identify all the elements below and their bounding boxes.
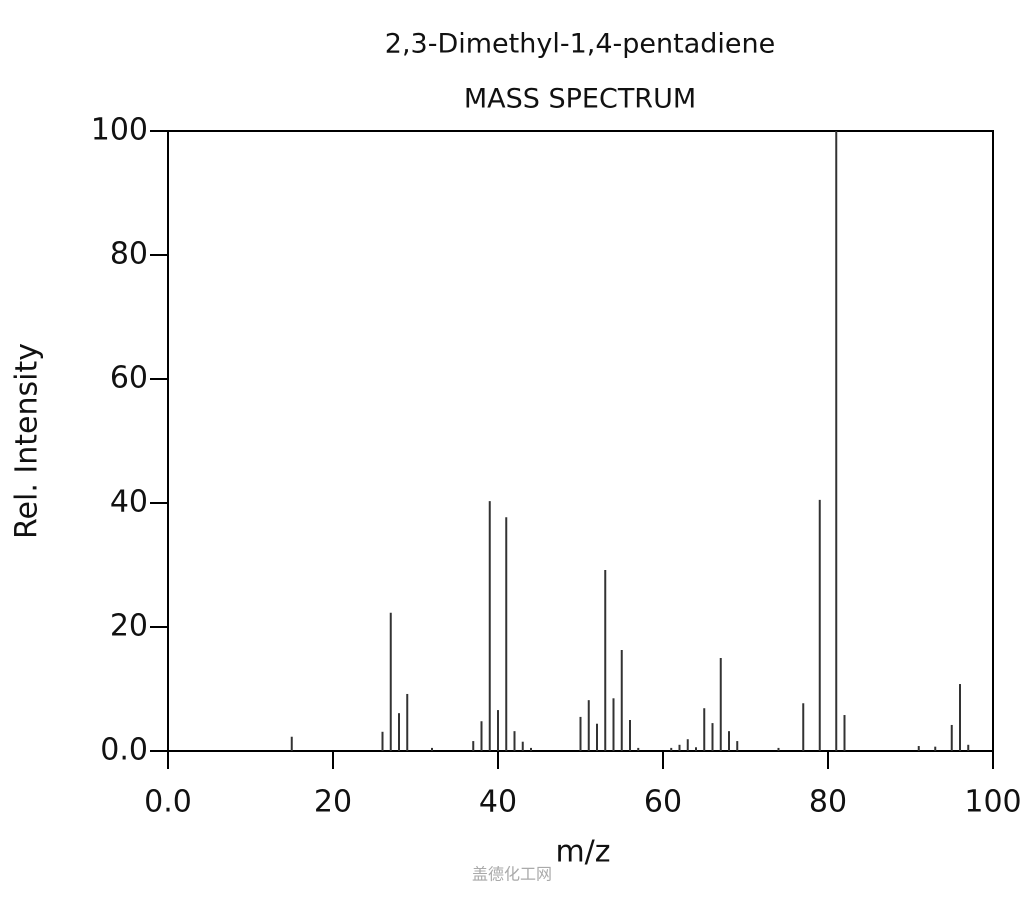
x-tick-label: 20 bbox=[314, 785, 352, 820]
y-tick-label: 40 bbox=[110, 485, 148, 520]
x-axis-label: m/z bbox=[555, 835, 610, 870]
y-tick-label: 100 bbox=[91, 113, 148, 148]
plot-frame bbox=[167, 130, 994, 752]
y-tick-label: 20 bbox=[110, 609, 148, 644]
x-tick-label: 60 bbox=[644, 785, 682, 820]
y-tick-label: 0.0 bbox=[100, 733, 148, 768]
y-tick-label: 60 bbox=[110, 361, 148, 396]
x-tick-label: 40 bbox=[479, 785, 517, 820]
watermark: 盖德化工网 bbox=[472, 865, 552, 884]
x-tick-label: 80 bbox=[809, 785, 847, 820]
y-tick-label: 80 bbox=[110, 237, 148, 272]
chart-subtitle: MASS SPECTRUM bbox=[464, 84, 696, 115]
chart-title: 2,3-Dimethyl-1,4-pentadiene bbox=[385, 29, 775, 60]
y-axis-label: Rel. Intensity bbox=[10, 343, 45, 539]
x-tick-label: 0.0 bbox=[144, 785, 192, 820]
x-tick-label: 100 bbox=[964, 785, 1021, 820]
